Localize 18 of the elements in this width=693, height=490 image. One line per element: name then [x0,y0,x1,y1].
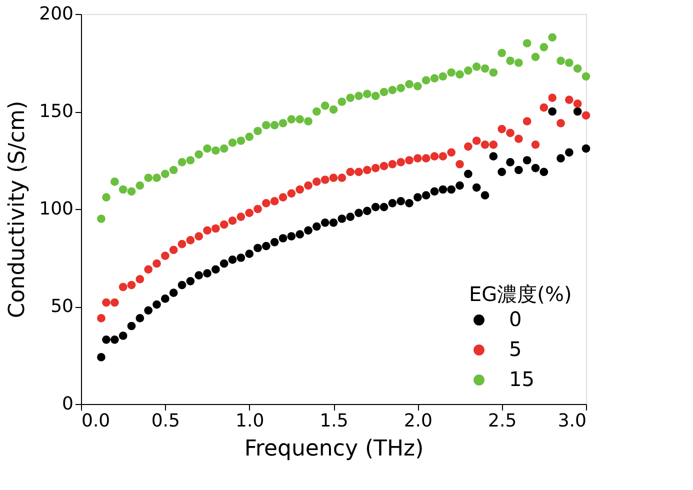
y-tick-label: 50 [50,296,74,317]
y-axis-title: Conductivity (S/cm) [5,100,30,318]
y-tick-label: 100 [39,198,74,220]
y-tick-label: 150 [39,101,74,122]
y-tick-label: 0 [62,394,74,414]
legend-label: 0 [509,307,522,331]
y-tick-label: 200 [39,4,74,24]
x-tick-label: 0.5 [151,410,180,432]
x-tick-label: 2.0 [404,410,432,432]
legend-label: 15 [509,367,534,391]
x-tick-label: 3.0 [558,410,586,432]
x-tick-label: 1.5 [320,410,348,432]
x-tick-label: 2.5 [488,410,517,432]
legend-title: EG濃度(%) [469,282,572,306]
x-tick-label: 0.0 [82,410,110,432]
x-axis-title: Frequency (THz) [244,436,424,462]
x-tick-label: 1.0 [236,410,264,432]
legend-label: 5 [509,337,522,361]
